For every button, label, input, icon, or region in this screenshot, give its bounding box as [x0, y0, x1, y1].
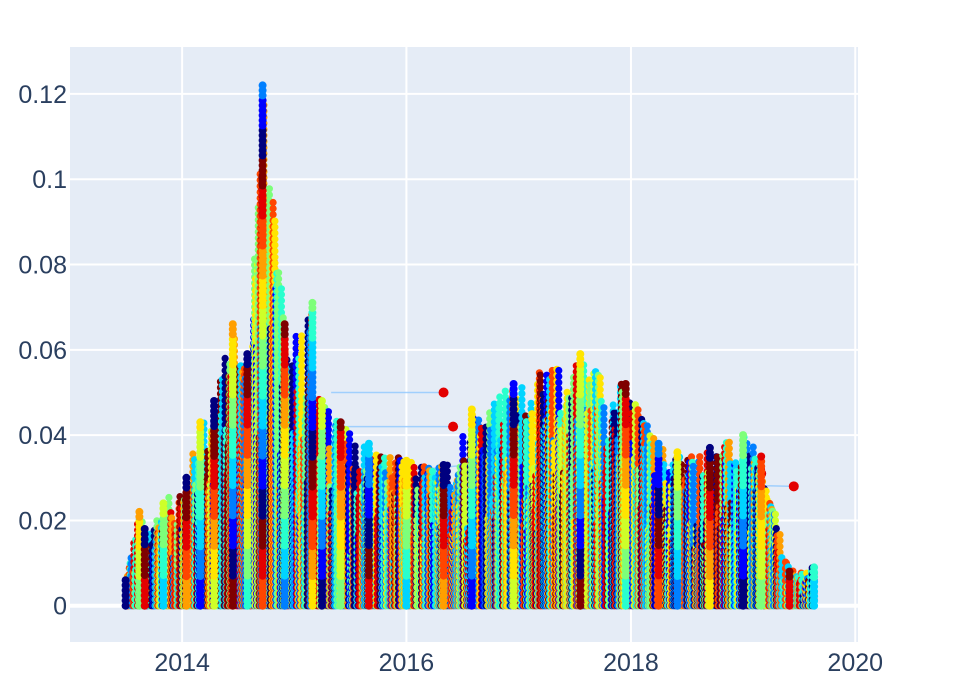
data-point: [221, 354, 229, 362]
data-point: [275, 269, 283, 277]
data-point: [438, 387, 449, 398]
data-points: [121, 81, 819, 610]
data-point: [277, 285, 285, 293]
data-point: [788, 481, 799, 492]
data-point: [448, 421, 459, 432]
data-point: [269, 198, 277, 207]
data-point: [165, 499, 173, 508]
data-point: [165, 493, 173, 502]
data-point: [271, 217, 279, 225]
data-point: [167, 509, 175, 517]
data-point: [265, 185, 273, 193]
data-point: [168, 514, 176, 522]
